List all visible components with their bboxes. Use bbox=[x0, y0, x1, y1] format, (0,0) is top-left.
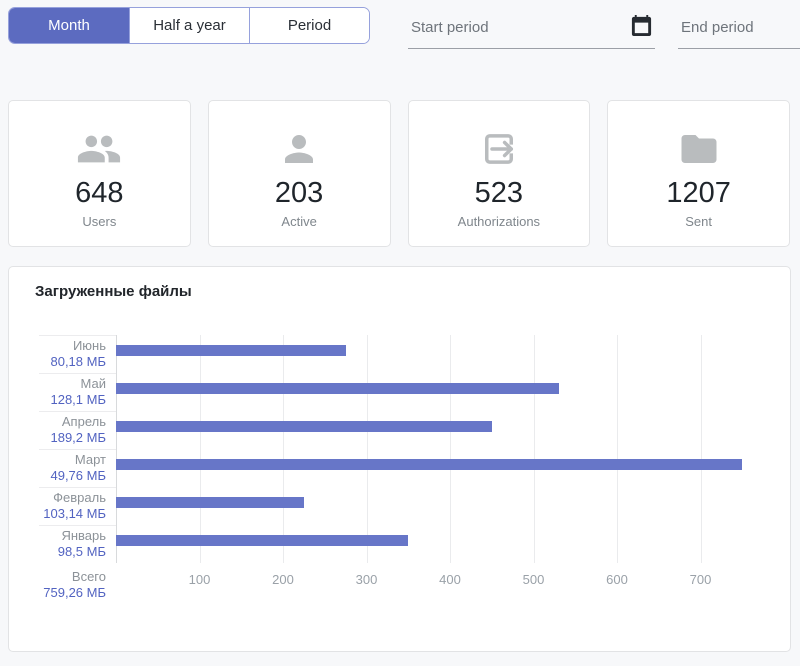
uploaded-files-chart: Июнь 80,18 МБ Май 128,1 МБ Апрель 189,2 … bbox=[9, 335, 790, 607]
stat-label-authorizations: Authorizations bbox=[457, 214, 541, 229]
chart-row: Март 49,76 МБ bbox=[9, 449, 790, 487]
stat-card-authorizations: 523 Authorizations bbox=[407, 100, 591, 247]
stat-card-users: 648 Users bbox=[8, 100, 191, 247]
x-tick: 500 bbox=[522, 572, 545, 587]
calendar-icon[interactable] bbox=[629, 14, 653, 38]
uploaded-files-panel: Загруженные файлы Июнь 80,18 МБ bbox=[8, 266, 791, 652]
row-label: Июнь 80,18 МБ bbox=[9, 335, 116, 373]
chart-row: Февраль 103,14 МБ bbox=[9, 487, 790, 525]
chart-bar bbox=[116, 497, 304, 508]
start-period-input[interactable] bbox=[408, 10, 655, 44]
x-tick: 600 bbox=[606, 572, 628, 587]
end-period-field bbox=[678, 10, 800, 49]
chart-row: Июнь 80,18 МБ bbox=[9, 335, 790, 373]
stat-label-active: Active bbox=[281, 214, 317, 229]
chart-bar bbox=[116, 383, 559, 394]
person-icon bbox=[278, 126, 320, 172]
stat-value-sent: 1207 bbox=[666, 177, 731, 209]
row-label: Апрель 189,2 МБ bbox=[9, 411, 116, 449]
chart-bar bbox=[116, 421, 492, 432]
chart-bar bbox=[116, 345, 346, 356]
chart-row: Май 128,1 МБ bbox=[9, 373, 790, 411]
folder-icon bbox=[678, 126, 720, 172]
calendar-icon-glyph bbox=[631, 14, 651, 37]
x-tick: 200 bbox=[272, 572, 294, 587]
stat-value-active: 203 bbox=[274, 177, 324, 209]
row-label: Май 128,1 МБ bbox=[9, 373, 116, 411]
x-tick: 400 bbox=[439, 572, 461, 587]
chart-bar bbox=[116, 459, 743, 470]
chart-x-axis: Всего 759,26 МБ 100 200 300 400 500 600 … bbox=[9, 563, 790, 607]
row-label: Февраль 103,14 МБ bbox=[9, 487, 116, 525]
stat-value-authorizations: 523 bbox=[474, 177, 524, 209]
chart-row: Январь 98,5 МБ bbox=[9, 525, 790, 563]
chart-y-axis-line bbox=[116, 335, 117, 563]
stat-label-users: Users bbox=[82, 214, 117, 229]
tab-period[interactable]: Period bbox=[249, 8, 369, 43]
row-label: Январь 98,5 МБ bbox=[9, 525, 116, 563]
stat-value-users: 648 bbox=[75, 177, 124, 209]
x-tick: 700 bbox=[689, 572, 712, 587]
stat-cards: 648 Users 203 Active 523 Authorizations bbox=[8, 100, 790, 247]
chart-row: Апрель 189,2 МБ bbox=[9, 411, 790, 449]
end-period-input[interactable] bbox=[678, 10, 800, 44]
start-period-field bbox=[408, 10, 655, 49]
chart-bar bbox=[116, 535, 409, 546]
period-tabs: Month Half a year Period bbox=[8, 7, 370, 44]
chart-title: Загруженные файлы bbox=[35, 283, 192, 300]
stat-card-sent: 1207 Sent bbox=[607, 100, 790, 247]
x-tick: 100 bbox=[188, 572, 211, 587]
people-icon bbox=[76, 126, 122, 172]
tab-half-a-year[interactable]: Half a year bbox=[129, 8, 249, 43]
x-tick: 300 bbox=[355, 572, 378, 587]
row-label: Март 49,76 МБ bbox=[9, 449, 116, 487]
tab-month[interactable]: Month bbox=[9, 8, 129, 43]
stat-card-active: 203 Active bbox=[207, 100, 391, 247]
chart-total: Всего 759,26 МБ bbox=[43, 569, 106, 600]
login-icon bbox=[478, 126, 520, 172]
stat-label-sent: Sent bbox=[685, 214, 712, 229]
